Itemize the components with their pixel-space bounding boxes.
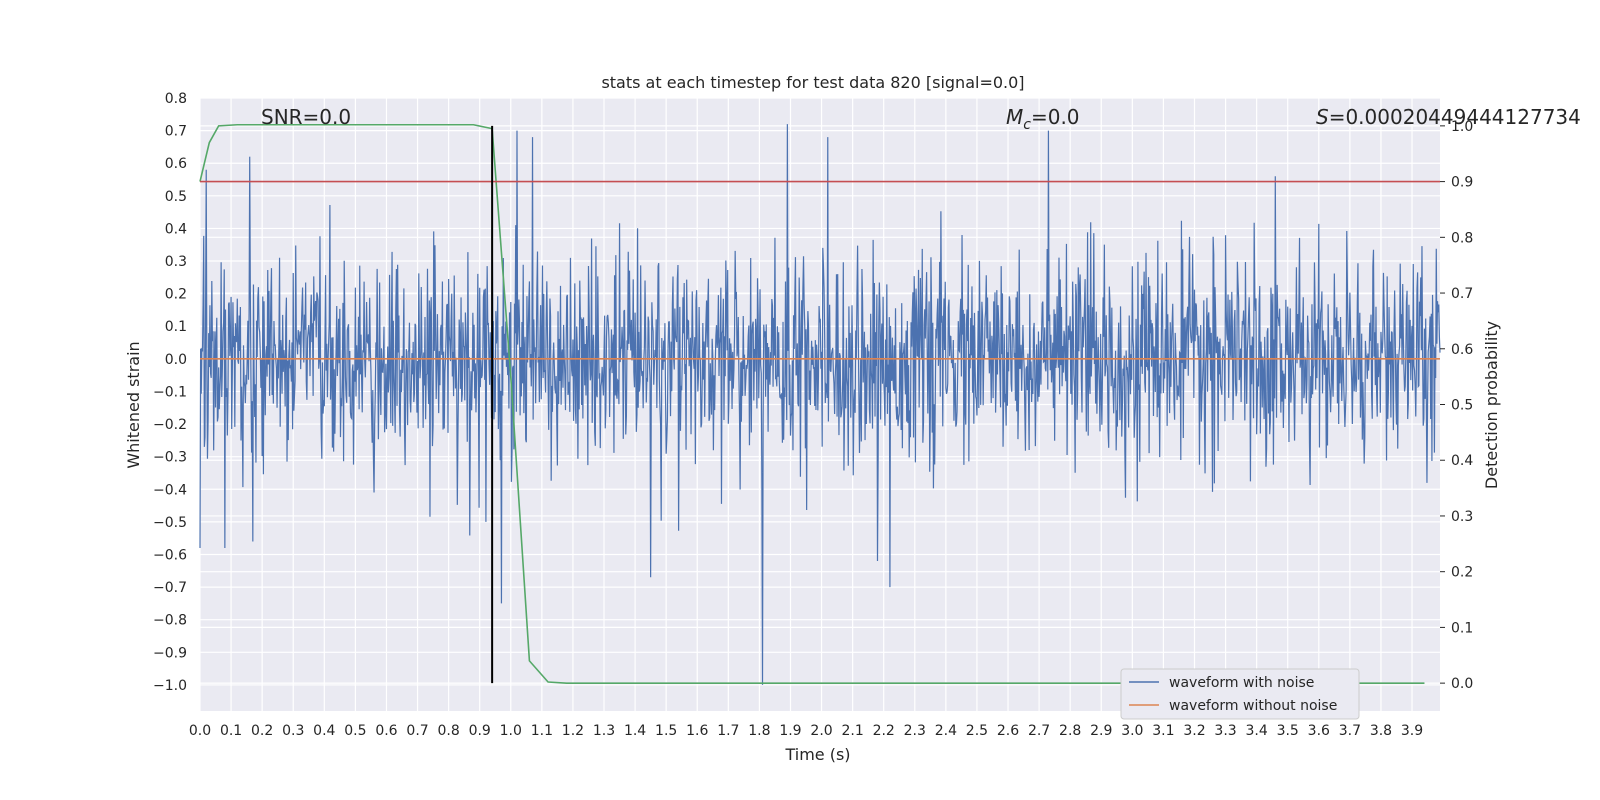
y-tick-label: −0.6 <box>153 547 187 563</box>
x-tick-label: 3.3 <box>1214 723 1236 739</box>
x-tick-label: 1.9 <box>779 723 801 739</box>
x-tick-label: 1.5 <box>655 723 677 739</box>
y2-axis-label: Detection probability <box>1482 321 1501 489</box>
x-tick-label: 3.1 <box>1152 723 1174 739</box>
chirp-mass-symbol: M <box>1006 105 1023 129</box>
x-tick-label: 3.8 <box>1370 723 1392 739</box>
y2-tick-label: 0.9 <box>1451 175 1473 191</box>
y-tick-label: −1.0 <box>153 678 187 694</box>
y-tick-label: −0.3 <box>153 450 187 466</box>
legend-box <box>1120 668 1360 720</box>
x-tick-label: 1.6 <box>686 723 708 739</box>
legend-label-noise: waveform with noise <box>1169 675 1314 691</box>
x-tick-label: 0.9 <box>469 723 491 739</box>
legend-label-clean: waveform without noise <box>1169 698 1337 714</box>
x-tick-label: 0.2 <box>251 723 273 739</box>
x-tick-label: 1.1 <box>531 723 553 739</box>
y2-tick-label: 0.3 <box>1451 509 1473 525</box>
x-tick-label: 0.8 <box>437 723 459 739</box>
y-tick-label: −0.1 <box>153 384 187 400</box>
s-symbol: S <box>1316 105 1329 129</box>
x-tick-label: 0.4 <box>313 723 335 739</box>
y2-tick-label: 0.5 <box>1451 398 1473 414</box>
x-tick-label: 1.7 <box>717 723 739 739</box>
x-tick-label: 2.2 <box>873 723 895 739</box>
chirp-mass-annotation: Mc=0.0 <box>1006 105 1080 133</box>
y2-tick-label: 1.0 <box>1451 119 1473 135</box>
y-tick-label: −0.9 <box>153 645 187 661</box>
s-value: =0.00020449444127734 <box>1329 105 1581 129</box>
x-tick-label: 0.5 <box>344 723 366 739</box>
x-tick-label: 0.1 <box>220 723 242 739</box>
x-tick-label: 3.2 <box>1183 723 1205 739</box>
x-tick-label: 1.3 <box>593 723 615 739</box>
y-tick-label: −0.2 <box>153 417 187 433</box>
y2-tick-label: 0.4 <box>1451 453 1473 469</box>
x-tick-label: 3.4 <box>1246 723 1268 739</box>
x-tick-label: 2.5 <box>966 723 988 739</box>
x-tick-label: 1.4 <box>624 723 646 739</box>
y-tick-label: −0.8 <box>153 613 187 629</box>
y-tick-label: −0.5 <box>153 515 187 531</box>
y-tick-label: −0.4 <box>153 482 187 498</box>
x-tick-label: 3.9 <box>1401 723 1423 739</box>
x-tick-label: 2.8 <box>1059 723 1081 739</box>
chirp-mass-value: =0.0 <box>1031 105 1080 129</box>
y2-tick-label: 0.2 <box>1451 565 1473 581</box>
x-tick-label: 0.6 <box>375 723 397 739</box>
y2-tick-label: 0.1 <box>1451 620 1473 636</box>
x-tick-label: 2.9 <box>1090 723 1112 739</box>
x-tick-label: 2.0 <box>810 723 832 739</box>
x-tick-label: 1.8 <box>748 723 770 739</box>
x-axis-ticks: 0.0 0.1 0.2 0.3 0.4 0.5 0.6 0.7 0.8 0.9 1.0 1.1 1.2 1… <box>189 723 1423 739</box>
x-tick-label: 2.4 <box>935 723 957 739</box>
series-waveform-with-noise <box>199 124 1441 685</box>
x-tick-label: 0.3 <box>282 723 304 739</box>
y2-axis-ticks: 1.0 0.9 0.8 0.7 0.6 0.5 0.4 0.3 0.2 0.1 0.0 <box>1440 119 1473 692</box>
y2-tick-label: 0.7 <box>1451 286 1473 302</box>
x-axis-label: Time (s) <box>784 745 850 764</box>
x-tick-label: 0.7 <box>406 723 428 739</box>
y2-tick-label: 0.8 <box>1451 230 1473 246</box>
y-tick-label: −0.7 <box>153 580 187 596</box>
x-tick-label: 1.2 <box>562 723 584 739</box>
y2-tick-label: 0.6 <box>1451 342 1473 358</box>
snr-annotation: SNR=0.0 <box>261 105 351 129</box>
x-tick-label: 3.6 <box>1308 723 1330 739</box>
y-axis-ticks: 0.8 0.7 0.6 0.5 0.4 0.3 0.2 0.1 0.0 −0.1 −0.2 −0.3 −… <box>153 91 187 694</box>
y-tick-label: 0.0 <box>165 352 187 368</box>
legend: waveform with noise waveform without noi… <box>1120 668 1360 720</box>
x-tick-label: 3.5 <box>1277 723 1299 739</box>
y2-tick-label: 0.0 <box>1451 676 1473 692</box>
x-tick-label: 1.0 <box>500 723 522 739</box>
series-layer <box>199 123 1441 685</box>
y-tick-label: 0.4 <box>165 221 187 237</box>
y-tick-label: 0.2 <box>165 287 187 303</box>
x-tick-label: 2.6 <box>997 723 1019 739</box>
x-tick-label: 2.1 <box>841 723 863 739</box>
chart-title: stats at each timestep for test data 820… <box>601 73 1024 92</box>
y-tick-label: 0.5 <box>165 189 187 205</box>
y-tick-label: 0.8 <box>165 91 187 107</box>
chirp-mass-subscript: c <box>1023 117 1031 133</box>
x-tick-label: 2.3 <box>904 723 926 739</box>
x-tick-label: 0.0 <box>189 723 211 739</box>
y-axis-label: Whitened strain <box>124 341 143 468</box>
y-tick-label: 0.6 <box>165 156 187 172</box>
y-tick-label: 0.7 <box>165 124 187 140</box>
x-tick-label: 3.7 <box>1339 723 1361 739</box>
x-tick-label: 2.7 <box>1028 723 1050 739</box>
s-annotation: S=0.00020449444127734 <box>1316 105 1581 129</box>
y-tick-label: 0.3 <box>165 254 187 270</box>
x-tick-label: 3.0 <box>1121 723 1143 739</box>
y-tick-label: 0.1 <box>165 319 187 335</box>
